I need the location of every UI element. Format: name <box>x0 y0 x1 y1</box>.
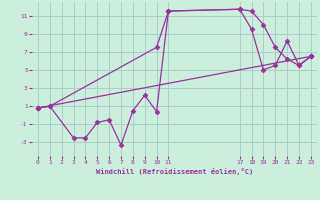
X-axis label: Windchill (Refroidissement éolien,°C): Windchill (Refroidissement éolien,°C) <box>96 168 253 175</box>
